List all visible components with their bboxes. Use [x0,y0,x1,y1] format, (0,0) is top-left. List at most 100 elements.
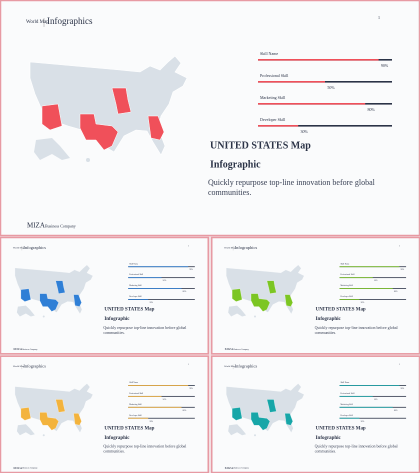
content-title: UNITED STATES Map [316,426,366,431]
content-subtitle: Infographic [104,436,130,441]
skill-bar [128,266,189,268]
hawaii [254,434,256,437]
hawaii [42,315,45,318]
skill-name: Professional Skill [129,273,143,276]
highlight-state [232,288,243,302]
skill-bar [128,385,189,386]
highlight-state [284,294,293,307]
content-title: UNITED STATES Map [210,140,311,151]
highlight-state [266,280,277,294]
skill-label: 30% [301,129,309,134]
footer-tagline: Business Company [22,349,37,351]
highlight-state [232,407,243,421]
skill-bar [258,59,379,61]
skill-name: Developer Skill [340,415,353,417]
hawaii [42,434,45,437]
skill-name: Skill Name [340,382,349,384]
skill-bar [339,385,400,386]
highlight-state [55,399,66,413]
skill-bar [128,288,182,289]
skill-name: Skill Name [340,263,349,265]
page-number: 1 [378,15,380,20]
hawaii [86,158,90,162]
skill-label: 50% [374,399,378,401]
skill-bar [339,395,373,397]
highlight-state [55,280,66,294]
skill-track [339,417,407,419]
header-kicker: World Map [224,365,236,368]
highlight-state [266,399,277,413]
alaska [34,138,70,160]
content-body: Quickly repurpose top-line innovation be… [314,325,398,335]
skill-bar [128,417,149,419]
content-title: UNITED STATES Map [104,426,154,431]
highlight-state [284,413,293,426]
content-body: Quickly repurpose top-line innovation be… [103,325,187,335]
footer-tagline: Business Company [234,468,249,470]
skill-label: 30% [149,302,153,304]
skill-name: Marketing Skill [129,284,142,287]
page-number: 1 [399,245,400,247]
skill-label: 90% [189,269,193,271]
skill-bar [128,406,182,408]
highlight-state [41,103,63,131]
footer-tagline: Business Company [234,349,249,351]
body-box: Quickly repurpose top-line innovation be… [314,444,398,454]
skill-label: 50% [163,399,167,401]
highlight-state [73,294,82,307]
skill-name: Professional Skill [260,73,289,78]
skill-bar [128,299,149,300]
content-subtitle: Infographic [316,436,342,441]
highlight-state [39,293,59,312]
skill-label: 90% [189,388,193,390]
skill-bar [339,266,400,268]
header-kicker: World Map [13,365,25,368]
skill-label: 90% [401,388,405,390]
footer-brand: MIZA [27,222,45,230]
skill-name: Professional Skill [340,273,354,276]
skill-label: 30% [361,421,365,423]
skill-bar [128,277,162,279]
skill-bar [258,103,366,105]
header-title: Infographics [235,364,258,369]
skill-name: Skill Name [129,263,138,265]
highlight-state [250,412,271,431]
content-title: UNITED STATES Map [104,308,154,313]
highlight-state [39,412,59,431]
skill-bar [258,81,325,83]
footer-brand: MIZA [225,466,234,470]
page-number: 1 [399,364,400,366]
skill-bar [128,395,162,397]
skill-label: 50% [327,85,335,90]
body-box: Quickly repurpose top-line innovation be… [208,178,375,197]
highlight-state [147,115,165,141]
skill-label: 50% [163,280,167,282]
skill-label: 90% [401,269,405,271]
content-subtitle: Infographic [316,317,342,322]
skill-bar [258,125,299,127]
header-kicker: World Map [26,20,49,25]
skill-name: Professional Skill [340,392,354,395]
skill-track [128,299,195,300]
skill-name: Marketing Skill [340,284,353,287]
skill-name: Developer Skill [129,415,142,417]
header-title: Infographics [23,245,46,250]
skill-bar [339,417,360,419]
body-box: Quickly repurpose top-line innovation be… [103,325,187,335]
alaska [16,424,35,436]
skill-label: 30% [149,421,153,423]
content-body: Quickly repurpose top-line innovation be… [314,444,398,454]
highlight-state [20,288,31,302]
skill-name: Developer Skill [340,296,353,298]
content-body: Quickly repurpose top-line innovation be… [208,178,375,197]
